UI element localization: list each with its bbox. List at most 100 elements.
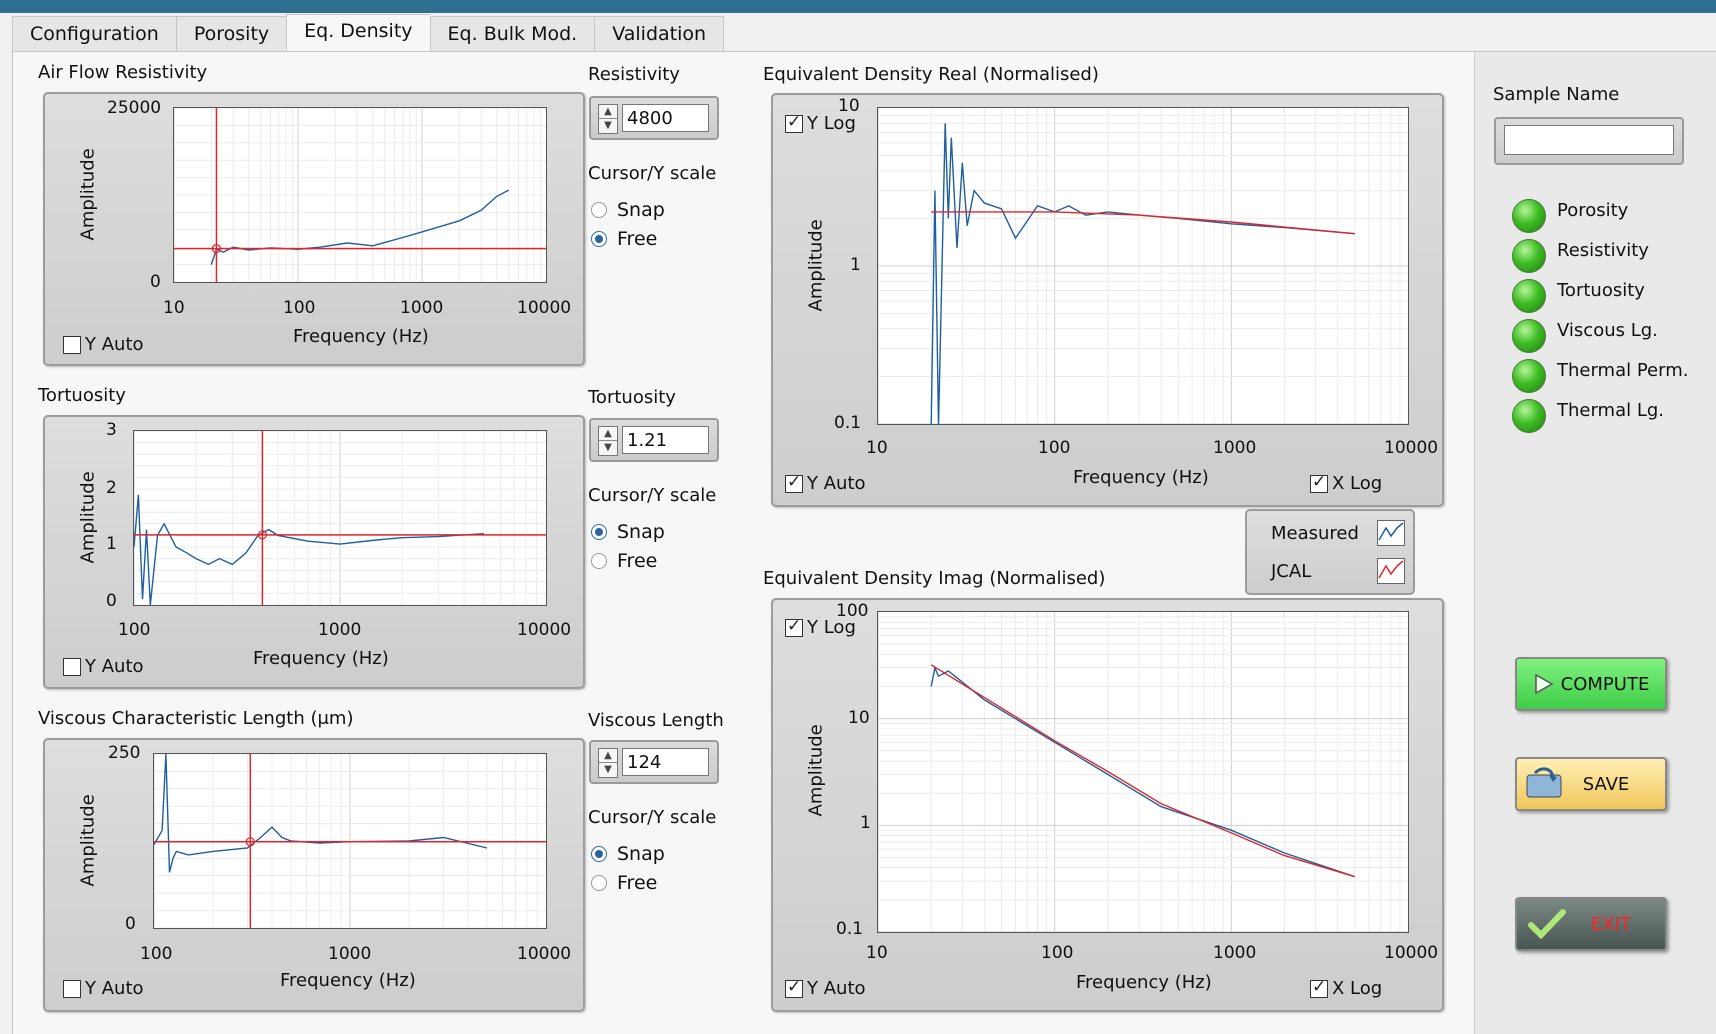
tortuosity-value[interactable]: 1.21 [622, 426, 709, 454]
airflow-free-radio[interactable]: Free [591, 228, 657, 250]
radio-dot [591, 875, 607, 891]
resistivity-numeric[interactable]: ▲ ▼ 4800 [589, 96, 719, 140]
radio-dot [591, 202, 607, 218]
tab-validation[interactable]: Validation [594, 16, 725, 52]
compute-button[interactable]: COMPUTE [1515, 657, 1667, 711]
viscous-length-value[interactable]: 124 [622, 748, 709, 776]
series-measured-line [210, 189, 510, 265]
viscous-snap-radio[interactable]: Snap [591, 843, 665, 865]
eq-imag-xtick-2: 100 [1041, 943, 1074, 963]
tab-eq-density[interactable]: Eq. Density [286, 14, 430, 52]
checkbox-box [1310, 472, 1328, 493]
decrement-icon[interactable]: ▼ [604, 764, 612, 775]
viscous-free-radio[interactable]: Free [591, 872, 657, 894]
airflow-ylabel: Amplitude [77, 148, 99, 241]
eq-real-x-log-checkbox[interactable]: X Log [1310, 472, 1382, 494]
increment-icon[interactable]: ▲ [599, 427, 617, 441]
cursor-marker[interactable] [257, 530, 267, 540]
sample-name-input[interactable] [1504, 125, 1674, 155]
exit-button[interactable]: EXIT [1515, 897, 1667, 951]
viscous-length-label: Viscous Length [588, 710, 724, 731]
resistivity-value[interactable]: 4800 [622, 104, 709, 132]
radio-dot [591, 524, 607, 540]
eq-imag-ytick-4: 0.1 [836, 919, 864, 939]
decrement-icon[interactable]: ▼ [604, 442, 612, 453]
cursor-marker[interactable] [245, 837, 255, 847]
eq-real-xtick-4: 10000 [1384, 438, 1439, 458]
thermal-lg-indicator-label: Thermal Lg. [1557, 400, 1665, 421]
airflow-snap-radio[interactable]: Snap [591, 199, 665, 221]
viscous-spinner[interactable]: ▲ ▼ [598, 748, 618, 778]
checkbox-label: Y Auto [85, 334, 144, 355]
eq-imag-y-auto-checkbox[interactable]: Y Auto [785, 977, 866, 999]
series-jcal-line [930, 664, 1356, 878]
checkbox-label: Y Auto [85, 978, 144, 999]
legend-measured-label: Measured [1271, 523, 1359, 544]
eq-imag-chart-title: Equivalent Density Imag (Normalised) [763, 568, 1106, 589]
grid [174, 108, 546, 282]
eq-real-plot [878, 108, 1408, 424]
tab-porosity[interactable]: Porosity [175, 16, 287, 52]
airflow-plot-area[interactable] [173, 107, 547, 283]
viscous-chart-title: Viscous Characteristic Length (μm) [38, 708, 354, 729]
tortuosity-plot-area[interactable] [133, 430, 547, 606]
eq-real-ytick-3: 0.1 [834, 413, 862, 433]
resistivity-spinner[interactable]: ▲ ▼ [598, 104, 618, 134]
viscous-y-auto-checkbox[interactable]: Y Auto [63, 978, 144, 999]
tortuosity-indicator-label: Tortuosity [1557, 280, 1645, 301]
porosity-indicator-led [1512, 199, 1546, 233]
tortuosity-y-auto-checkbox[interactable]: Y Auto [63, 656, 144, 677]
increment-icon[interactable]: ▲ [599, 105, 617, 119]
checkbox-box [63, 335, 81, 354]
viscous-plot-area[interactable] [153, 753, 547, 929]
plot-legend: Measured JCAL [1245, 509, 1415, 595]
checkbox-label: Y Auto [807, 473, 866, 494]
legend-jcal-label: JCAL [1271, 561, 1312, 582]
eq-real-plot-area[interactable] [877, 107, 1409, 425]
cursor-marker[interactable] [211, 243, 222, 254]
airflow-xtick-4: 10000 [517, 298, 572, 318]
checkbox-label: Y Auto [807, 978, 866, 999]
airflow-xlabel: Frequency (Hz) [293, 326, 429, 347]
eq-imag-x-log-checkbox[interactable]: X Log [1310, 977, 1382, 999]
viscous-indicator-led [1512, 319, 1546, 353]
tortuosity-free-radio[interactable]: Free [591, 550, 657, 572]
tab-eq-bulk-mod[interactable]: Eq. Bulk Mod. [429, 16, 595, 52]
airflow-ytick-bottom: 0 [150, 272, 161, 292]
tortuosity-ylabel: Amplitude [77, 471, 99, 564]
legend-measured-swatch [1377, 520, 1405, 546]
radio-label: Free [617, 550, 658, 572]
airflow-xtick-3: 1000 [400, 298, 444, 318]
tortuosity-ytick-1: 3 [106, 420, 117, 440]
viscous-cursor-label: Cursor/Y scale [588, 807, 717, 828]
eq-real-y-log-checkbox[interactable]: Y Log [785, 112, 856, 134]
tortuosity-snap-radio[interactable]: Snap [591, 521, 665, 543]
series-measured-line [134, 494, 485, 605]
tortuosity-numeric[interactable]: ▲ ▼ 1.21 [589, 418, 719, 462]
airflow-chart-title: Air Flow Resistivity [38, 62, 208, 83]
porosity-indicator-label: Porosity [1557, 200, 1629, 221]
increment-icon[interactable]: ▲ [599, 749, 617, 763]
resistivity-indicator-label: Resistivity [1557, 240, 1649, 261]
checkbox-label: Y Log [807, 617, 856, 638]
eq-real-y-auto-checkbox[interactable]: Y Auto [785, 472, 866, 494]
tortuosity-chart-title: Tortuosity [38, 385, 126, 406]
airflow-y-auto-checkbox[interactable]: Y Auto [63, 334, 144, 355]
eq-imag-xtick-4: 10000 [1384, 943, 1439, 963]
tortuosity-xlabel: Frequency (Hz) [253, 648, 389, 669]
eq-imag-y-log-checkbox[interactable]: Y Log [785, 616, 856, 638]
thermal-lg-indicator-led [1512, 399, 1546, 433]
tortuosity-indicator-led [1512, 279, 1546, 313]
eq-real-xtick-3: 1000 [1213, 438, 1257, 458]
checkbox-box [785, 472, 803, 493]
decrement-icon[interactable]: ▼ [604, 120, 612, 131]
tab-configuration[interactable]: Configuration [12, 16, 176, 52]
eq-real-ytick-1: 10 [838, 96, 860, 116]
tab-divider [12, 51, 1716, 52]
eq-imag-plot-area[interactable] [877, 611, 1409, 933]
save-button[interactable]: SAVE [1515, 757, 1667, 811]
tortuosity-spinner[interactable]: ▲ ▼ [598, 426, 618, 456]
airflow-ytick-top: 25000 [107, 98, 162, 118]
viscous-length-numeric[interactable]: ▲ ▼ 124 [589, 740, 719, 784]
eq-real-chart-title: Equivalent Density Real (Normalised) [763, 64, 1099, 85]
